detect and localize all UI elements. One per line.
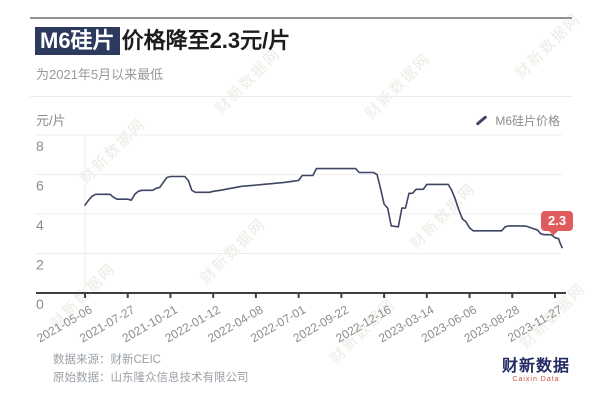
logo-subtext: Caixin Data xyxy=(512,376,560,383)
y-axis-label: 4 xyxy=(36,217,44,233)
watermark: 财新数据网 xyxy=(512,10,585,83)
y-axis-label: 0 xyxy=(36,296,44,312)
price-badge: 2.3 xyxy=(541,211,574,236)
legend-line-icon xyxy=(475,115,488,126)
original-data-line: 原始数据：山东隆众信息技术有限公司 xyxy=(53,372,249,384)
title-highlight: M6硅片 xyxy=(35,27,120,55)
legend: M6硅片价格 xyxy=(475,112,560,129)
x-axis-label: 2022-04-08 xyxy=(205,302,265,345)
watermark: 财新数据网 xyxy=(77,115,150,188)
x-axis-label: 2021-07-27 xyxy=(77,302,137,345)
footer: 数据来源：财新CEIC 原始数据：山东隆众信息技术有限公司 xyxy=(53,351,249,387)
x-axis-label: 2023-11-27 xyxy=(505,302,565,345)
x-axis-label: 2022-07-01 xyxy=(248,302,308,345)
watermark: 财新数据网 xyxy=(47,260,120,333)
page-title: M6硅片 价格降至2.3元/片 xyxy=(35,26,290,56)
watermark: 财新数据网 xyxy=(362,50,435,123)
x-axis-label: 2021-10-21 xyxy=(120,302,180,345)
legend-label: M6硅片价格 xyxy=(495,114,560,128)
watermark: 财新数据网 xyxy=(197,215,270,288)
y-axis-unit-label: 元/片 xyxy=(36,113,66,128)
x-axis-label: 2022-01-12 xyxy=(163,302,223,345)
top-rule xyxy=(30,17,572,19)
logo-text: 财新数据 xyxy=(501,358,570,375)
subtitle: 为2021年5月以来最低 xyxy=(36,67,164,82)
y-axis-label: 2 xyxy=(36,257,44,273)
y-axis-label: 6 xyxy=(36,178,44,194)
watermark: 财新数据网 xyxy=(327,295,400,368)
x-axis-label: 2023-08-28 xyxy=(462,302,522,345)
price-line xyxy=(84,167,563,249)
x-axis-label: 2023-03-14 xyxy=(376,302,436,345)
header-separator xyxy=(30,96,572,97)
caixin-data-logo: 财新数据 Caixin Data xyxy=(501,358,570,384)
x-axis-label: 2022-12-16 xyxy=(333,302,393,345)
x-axis-label: 2022-09-22 xyxy=(291,302,351,345)
x-axis-label: 2021-05-06 xyxy=(34,302,94,345)
watermark: 财新数据网 xyxy=(407,180,480,253)
price-badge-value: 2.3 xyxy=(548,213,567,228)
x-axis-label: 2023-06-06 xyxy=(419,302,479,345)
watermark: 财新数据网 xyxy=(517,280,590,353)
title-rest: 价格降至2.3元/片 xyxy=(121,28,291,53)
y-axis-label: 8 xyxy=(36,138,44,154)
source-line: 数据来源：财新CEIC xyxy=(53,354,161,366)
